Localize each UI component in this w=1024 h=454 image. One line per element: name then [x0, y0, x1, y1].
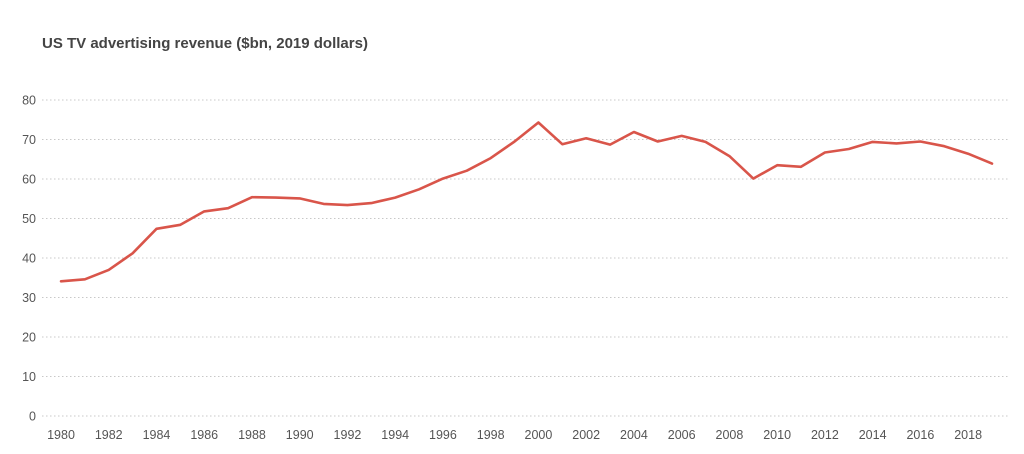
x-tick-label: 1998 — [477, 428, 505, 442]
x-tick-label: 2002 — [572, 428, 600, 442]
x-tick-label: 1996 — [429, 428, 457, 442]
x-tick-label: 1984 — [143, 428, 171, 442]
x-tick-label: 2004 — [620, 428, 648, 442]
y-tick-label: 40 — [22, 252, 36, 266]
y-tick-label: 70 — [22, 133, 36, 147]
x-tick-label: 1986 — [190, 428, 218, 442]
x-tick-label: 2008 — [716, 428, 744, 442]
x-tick-label: 2000 — [525, 428, 553, 442]
y-tick-label: 30 — [22, 291, 36, 305]
x-tick-label: 1992 — [334, 428, 362, 442]
y-tick-label: 0 — [29, 410, 36, 424]
y-tick-label: 50 — [22, 212, 36, 226]
x-tick-label: 1988 — [238, 428, 266, 442]
series-line — [59, 121, 994, 283]
x-tick-label: 1994 — [381, 428, 409, 442]
x-tick-label: 2006 — [668, 428, 696, 442]
x-tick-label: 1982 — [95, 428, 123, 442]
x-tick-label: 1990 — [286, 428, 314, 442]
x-tick-label: 2016 — [906, 428, 934, 442]
x-tick-label: 1980 — [47, 428, 75, 442]
chart-title: US TV advertising revenue ($bn, 2019 dol… — [42, 35, 368, 52]
x-tick-label: 2014 — [859, 428, 887, 442]
y-tick-label: 20 — [22, 331, 36, 345]
x-tick-label: 2018 — [954, 428, 982, 442]
y-tick-label: 10 — [22, 370, 36, 384]
y-tick-label: 80 — [22, 94, 36, 108]
x-tick-label: 2012 — [811, 428, 839, 442]
y-tick-label: 60 — [22, 173, 36, 187]
x-tick-label: 2010 — [763, 428, 791, 442]
